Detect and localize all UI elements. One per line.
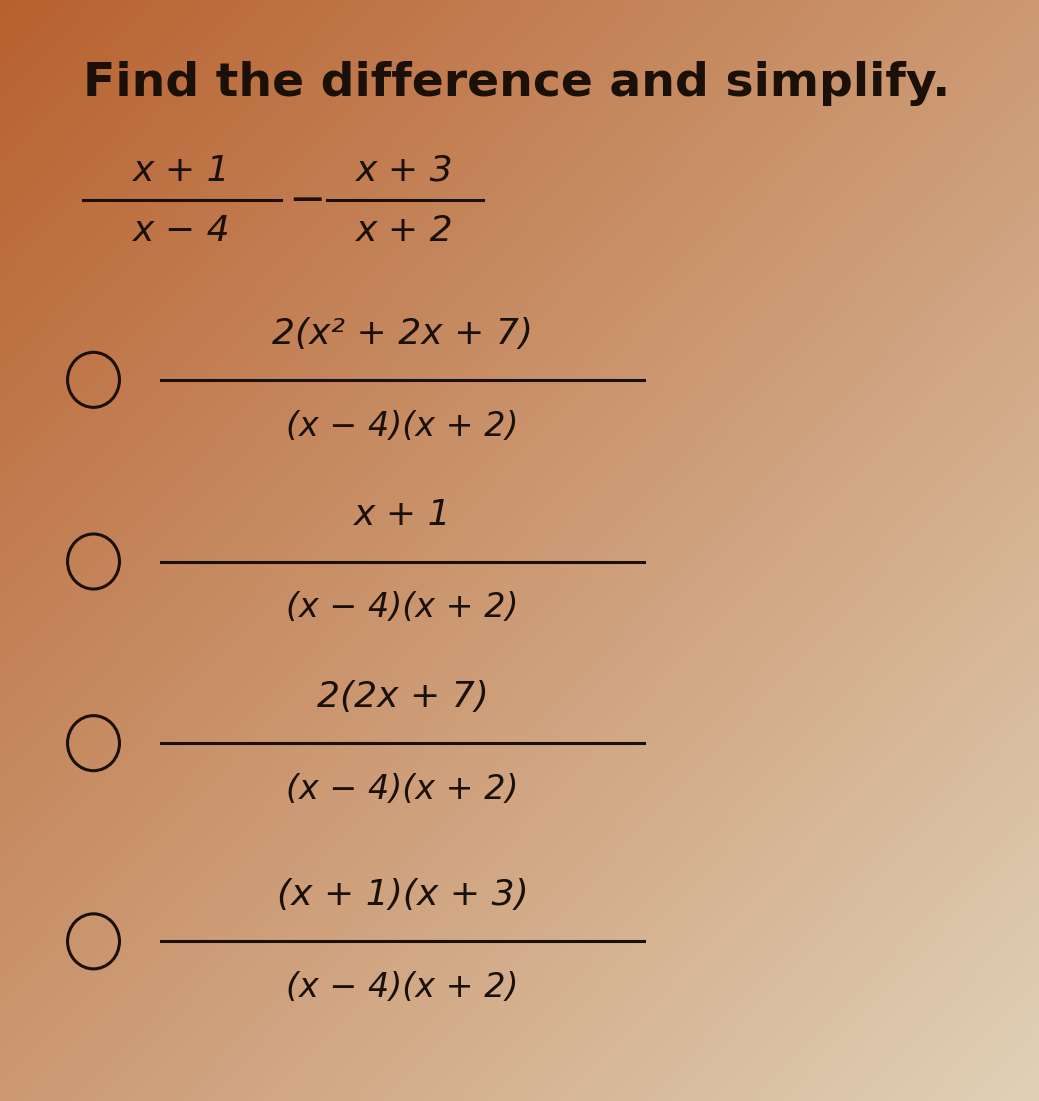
Text: (x − 4)(x + 2): (x − 4)(x + 2) [287,410,518,443]
Text: x + 3: x + 3 [356,154,454,187]
Text: x − 4: x − 4 [133,215,231,248]
Text: x + 1: x + 1 [354,499,451,532]
Text: (x − 4)(x + 2): (x − 4)(x + 2) [287,773,518,806]
Text: 2(2x + 7): 2(2x + 7) [317,680,488,713]
Text: (x + 1)(x + 3): (x + 1)(x + 3) [276,879,529,912]
Text: Find the difference and simplify.: Find the difference and simplify. [83,61,951,106]
Text: (x − 4)(x + 2): (x − 4)(x + 2) [287,971,518,1004]
Text: 2(x² + 2x + 7): 2(x² + 2x + 7) [272,317,533,350]
Text: x + 2: x + 2 [356,215,454,248]
Text: x + 1: x + 1 [133,154,231,187]
Text: (x − 4)(x + 2): (x − 4)(x + 2) [287,591,518,624]
Text: −: − [288,178,325,222]
